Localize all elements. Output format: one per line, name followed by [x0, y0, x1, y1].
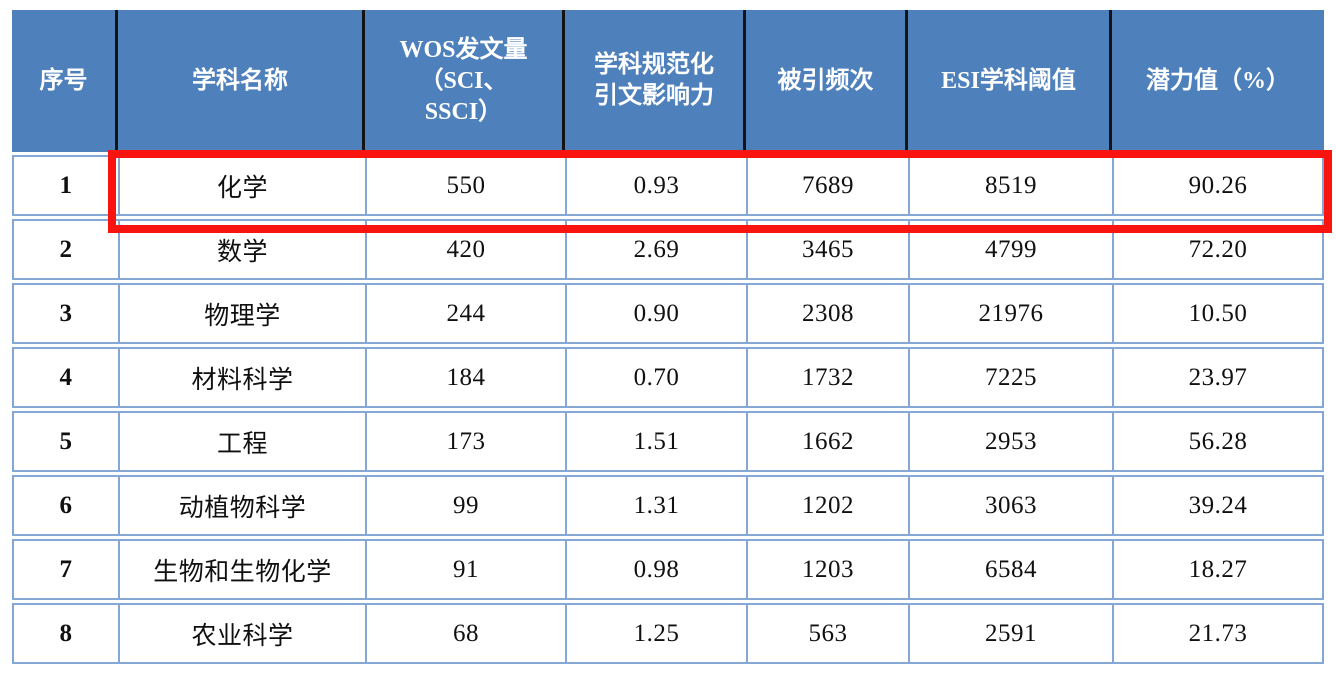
cell-cnci: 0.90 [567, 285, 748, 342]
table-row: 1 化学 550 0.93 7689 8519 90.26 [12, 155, 1324, 216]
cell-discipline: 数学 [120, 221, 367, 278]
cell-potential: 21.73 [1188, 619, 1248, 647]
cell-potential: 18.27 [1188, 555, 1248, 583]
cell-discipline: 材料科学 [120, 349, 367, 406]
cell-index: 2 [14, 221, 120, 278]
cell-index: 6 [14, 477, 120, 534]
cell-index: 5 [14, 413, 120, 470]
cell-esi-threshold: 8519 [910, 157, 1114, 214]
cell-esi-threshold: 4799 [910, 221, 1114, 278]
cell-esi-threshold: 6584 [910, 541, 1114, 598]
cell-cnci: 0.93 [567, 157, 748, 214]
cell-index: 4 [14, 349, 120, 406]
column-header-potential: 潜力值（%） [1146, 67, 1290, 94]
cell-discipline: 工程 [120, 413, 367, 470]
column-header-discipline: 学科名称 [118, 10, 365, 152]
cell-citations: 1732 [748, 349, 910, 406]
column-header-cnci: 学科规范化 引文影响力 [565, 10, 746, 152]
cell-potential: 39.24 [1188, 491, 1248, 519]
cell-cnci: 1.51 [567, 413, 748, 470]
cell-index: 1 [14, 157, 120, 214]
cell-wos-publications: 99 [367, 477, 567, 534]
table-row: 2 数学 420 2.69 3465 4799 72.20 [12, 219, 1324, 280]
column-header-esi-threshold: ESI学科阈值 [908, 10, 1112, 152]
cell-wos-publications: 550 [367, 157, 567, 214]
cell-discipline: 农业科学 [120, 605, 367, 662]
cell-citations: 3465 [748, 221, 910, 278]
cell-citations: 2308 [748, 285, 910, 342]
cell-citations: 1203 [748, 541, 910, 598]
cell-discipline: 生物和生物化学 [120, 541, 367, 598]
table-row: 4 材料科学 184 0.70 1732 7225 23.97 [12, 347, 1324, 408]
cell-esi-threshold: 2591 [910, 605, 1114, 662]
cell-potential: 72.20 [1188, 235, 1248, 263]
cell-citations: 563 [748, 605, 910, 662]
cell-wos-publications: 184 [367, 349, 567, 406]
cell-potential: 23.97 [1188, 363, 1248, 391]
cell-wos-publications: 91 [367, 541, 567, 598]
cell-discipline: 化学 [120, 157, 367, 214]
table-header-row: 序号 学科名称 WOS发文量 （SCI、 SSCI） 学科规范化 引文影响力 被… [12, 10, 1324, 152]
cell-esi-threshold: 7225 [910, 349, 1114, 406]
column-header-citations: 被引频次 [746, 10, 908, 152]
table-row: 3 物理学 244 0.90 2308 21976 10.50 [12, 283, 1324, 344]
cell-index: 8 [14, 605, 120, 662]
cell-cnci: 1.25 [567, 605, 748, 662]
cell-index: 7 [14, 541, 120, 598]
cell-potential: 10.50 [1188, 299, 1248, 327]
cell-wos-publications: 244 [367, 285, 567, 342]
column-header-index: 序号 [12, 10, 118, 152]
cell-wos-publications: 173 [367, 413, 567, 470]
cell-citations: 1202 [748, 477, 910, 534]
cell-cnci: 1.31 [567, 477, 748, 534]
cell-wos-publications: 420 [367, 221, 567, 278]
table-row: 7 生物和生物化学 91 0.98 1203 6584 18.27 [12, 539, 1324, 600]
cell-cnci: 0.70 [567, 349, 748, 406]
cell-discipline: 物理学 [120, 285, 367, 342]
cell-esi-threshold: 3063 [910, 477, 1114, 534]
cell-citations: 7689 [748, 157, 910, 214]
cell-cnci: 0.98 [567, 541, 748, 598]
cell-esi-threshold: 21976 [910, 285, 1114, 342]
table-body: 1 化学 550 0.93 7689 8519 90.26 2 数学 420 2.69 3465 479… [12, 155, 1324, 664]
table-row: 5 工程 173 1.51 1662 2953 56.28 [12, 411, 1324, 472]
data-table: 序号 学科名称 WOS发文量 （SCI、 SSCI） 学科规范化 引文影响力 被… [12, 10, 1324, 664]
table-row: 8 农业科学 68 1.25 563 2591 21.73 [12, 603, 1324, 664]
cell-potential: 56.28 [1188, 427, 1248, 455]
cell-potential: 90.26 [1188, 171, 1248, 199]
cell-discipline: 动植物科学 [120, 477, 367, 534]
column-header-wos-publications: WOS发文量 （SCI、 SSCI） [365, 10, 565, 152]
cell-esi-threshold: 2953 [910, 413, 1114, 470]
cell-cnci: 2.69 [567, 221, 748, 278]
table-row: 6 动植物科学 99 1.31 1202 3063 39.24 [12, 475, 1324, 536]
cell-wos-publications: 68 [367, 605, 567, 662]
cell-citations: 1662 [748, 413, 910, 470]
cell-index: 3 [14, 285, 120, 342]
